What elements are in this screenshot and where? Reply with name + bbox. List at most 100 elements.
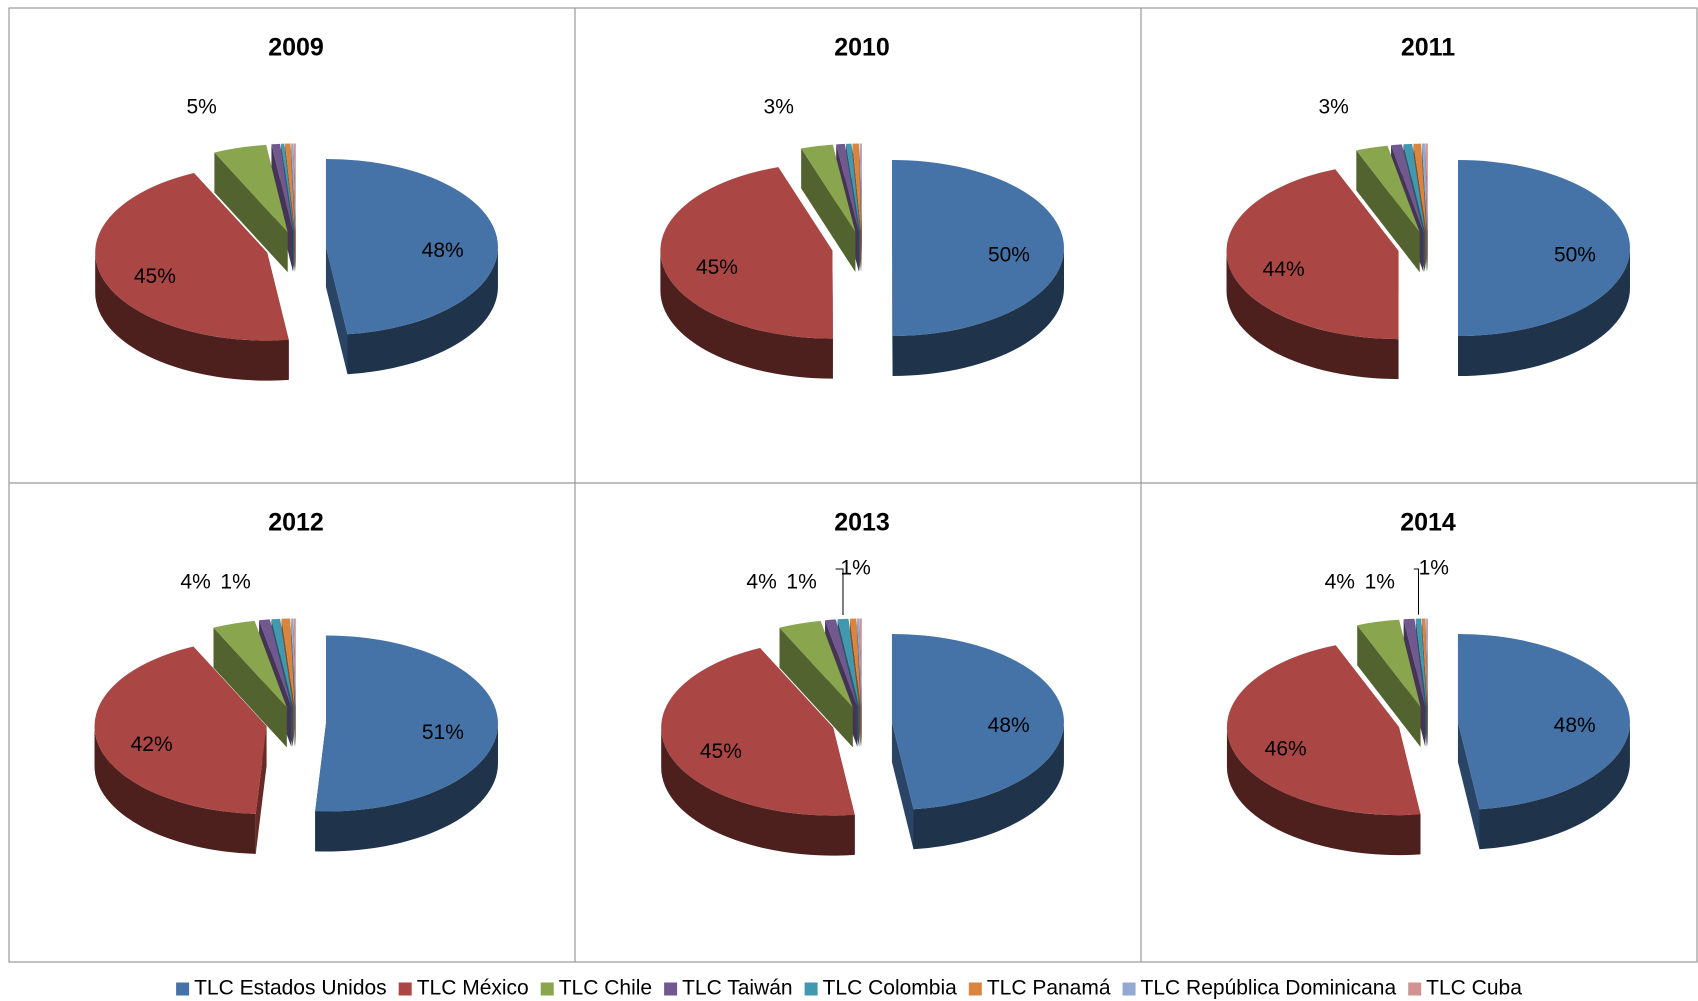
legend-swatch bbox=[398, 982, 412, 996]
data-label: 1% bbox=[1419, 557, 1449, 580]
slice-top bbox=[1457, 633, 1630, 810]
slice-cut-face bbox=[891, 247, 893, 376]
slice-top bbox=[846, 143, 861, 232]
slice-top bbox=[213, 620, 287, 708]
slice-top bbox=[1403, 143, 1425, 232]
slice-cut-face bbox=[779, 627, 853, 748]
data-label: 4% bbox=[746, 571, 776, 594]
data-label: 4% bbox=[1325, 571, 1355, 594]
slice-side bbox=[95, 252, 289, 381]
slice-cut-face bbox=[1457, 721, 1480, 850]
legend-label: TLC Panamá bbox=[987, 977, 1111, 1000]
slice-top bbox=[1357, 619, 1421, 708]
legend-swatch bbox=[804, 982, 818, 996]
leader-line bbox=[835, 568, 844, 615]
slice-top bbox=[891, 159, 1064, 336]
slice-top bbox=[214, 144, 288, 233]
legend-swatch bbox=[664, 982, 678, 996]
chart-title: 2012 bbox=[268, 509, 324, 537]
pie-slice bbox=[891, 159, 1064, 376]
data-label: 48% bbox=[1554, 714, 1596, 737]
data-label: 46% bbox=[1265, 738, 1307, 761]
data-label: 50% bbox=[988, 243, 1030, 266]
slice-top bbox=[291, 143, 296, 232]
pie-slice bbox=[325, 158, 498, 375]
data-label: 45% bbox=[134, 265, 176, 288]
slice-side bbox=[661, 727, 855, 856]
slice-top bbox=[293, 143, 296, 232]
slice-side bbox=[660, 250, 833, 379]
slice-top bbox=[281, 618, 295, 707]
slice-top bbox=[94, 646, 267, 814]
slice-side bbox=[892, 247, 1064, 376]
slice-top bbox=[660, 167, 833, 339]
slice-top bbox=[1226, 169, 1399, 340]
slice-side bbox=[1479, 721, 1630, 850]
pie-slice bbox=[1226, 169, 1399, 380]
data-label: 1% bbox=[220, 571, 250, 594]
pie-slice bbox=[779, 620, 853, 748]
slice-top bbox=[852, 143, 862, 232]
slice-top bbox=[291, 618, 296, 707]
data-label: 50% bbox=[1554, 244, 1596, 267]
legend-swatch bbox=[540, 982, 554, 996]
slice-side bbox=[1226, 727, 1421, 856]
data-label: 4% bbox=[180, 571, 210, 594]
data-label: 48% bbox=[422, 239, 464, 262]
chart-title: 2010 bbox=[834, 34, 890, 62]
pie-slice bbox=[315, 635, 498, 852]
data-label: 1% bbox=[1365, 571, 1395, 594]
slice-top bbox=[1458, 160, 1630, 336]
data-label: 48% bbox=[988, 714, 1030, 737]
slice-top bbox=[857, 618, 862, 707]
pie-slice bbox=[213, 620, 287, 748]
legend-label: TLC Chile bbox=[559, 977, 652, 1000]
slice-side bbox=[1226, 251, 1399, 380]
legend-label: TLC Taiwán bbox=[682, 977, 793, 1000]
slice-side bbox=[315, 723, 498, 852]
chart-title: 2011 bbox=[1401, 34, 1455, 62]
slice-side bbox=[94, 726, 256, 854]
slice-top bbox=[259, 619, 292, 707]
data-label: 45% bbox=[700, 740, 742, 763]
slice-top bbox=[836, 143, 859, 232]
slice-top bbox=[1356, 145, 1420, 233]
slice-top bbox=[891, 633, 1064, 810]
slice-top bbox=[661, 647, 855, 816]
slice-top bbox=[271, 618, 293, 707]
pie-slice bbox=[1458, 160, 1630, 376]
slice-side bbox=[913, 721, 1064, 850]
data-label: 44% bbox=[1263, 258, 1305, 281]
pie-slice bbox=[801, 144, 856, 272]
slice-top bbox=[801, 144, 856, 232]
pie-slice bbox=[660, 167, 833, 379]
legend-label: TLC Cuba bbox=[1426, 977, 1522, 1000]
legend-label: TLC Colombia bbox=[823, 977, 958, 1000]
pie-slice bbox=[891, 633, 1064, 850]
legend-swatch bbox=[1122, 982, 1136, 996]
pie-slice bbox=[661, 647, 855, 856]
slice-top bbox=[1425, 618, 1428, 707]
slice-top bbox=[1403, 618, 1426, 707]
chart-title: 2013 bbox=[834, 509, 890, 537]
chart-title: 2009 bbox=[268, 34, 324, 62]
slice-top bbox=[825, 619, 858, 707]
slice-cut-face bbox=[213, 627, 287, 748]
slice-top bbox=[1226, 645, 1421, 816]
pie-slice bbox=[1356, 145, 1420, 273]
data-label: 42% bbox=[131, 733, 173, 756]
legend-swatch bbox=[1408, 982, 1422, 996]
slice-top bbox=[95, 172, 289, 341]
slice-side bbox=[1458, 248, 1630, 376]
slice-top bbox=[1426, 618, 1428, 707]
slice-cut-face bbox=[1356, 150, 1420, 273]
pie-slice bbox=[1357, 619, 1421, 748]
data-label: 51% bbox=[422, 721, 464, 744]
slice-cut-face bbox=[891, 721, 914, 850]
slice-top bbox=[1421, 618, 1428, 707]
data-label: 3% bbox=[1318, 96, 1348, 119]
slice-cut-face bbox=[325, 246, 348, 375]
slice-top bbox=[325, 158, 498, 335]
pie-slice bbox=[859, 143, 862, 272]
